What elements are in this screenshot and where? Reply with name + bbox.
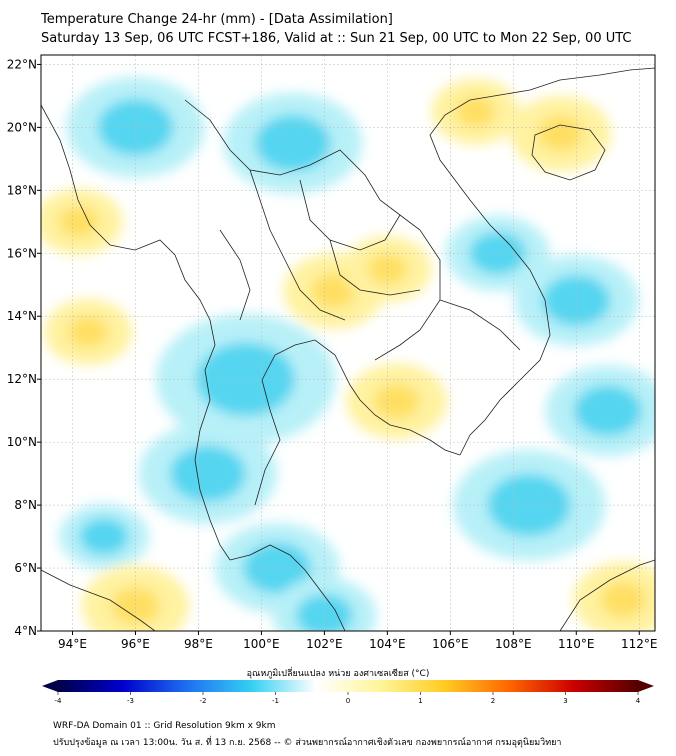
colorbar-tick-label: 3 [563, 697, 567, 705]
lat-tick-label: 6°N [14, 561, 37, 575]
lat-tick-label: 8°N [14, 498, 37, 512]
lat-tick-label: 20°N [7, 120, 37, 134]
colorbar-min-arrow [42, 680, 58, 692]
hot-core [367, 253, 408, 285]
colorbar-label: อุณหภูมิเปลี่ยนแปลง หน่วย องศาเซลเซียส (… [246, 669, 430, 679]
lon-tick-label: 108°E [495, 637, 532, 651]
lon-tick-label: 104°E [369, 637, 406, 651]
cold-core [255, 114, 331, 172]
cold-core [79, 518, 129, 555]
coastlines-and-borders [41, 67, 655, 631]
longitude-axis: 94°E 96°E 98°E 100°E 102°E 104°E 106°E 108°E 110… [58, 631, 658, 651]
lon-tick-label: 100°E [243, 637, 280, 651]
map-frame [40, 54, 656, 632]
map-title: Temperature Change 24-hr (mm) - [Data As… [41, 12, 393, 27]
hot-core [537, 116, 584, 152]
colorbar-fill [58, 680, 638, 692]
map-subtitle: Saturday 13 Sep, 06 UTC FCST+186, Valid … [41, 31, 632, 46]
footer-credit: ปรับปรุงข้อมูล ณ เวลา 13:00น. วัน ส. ที่… [53, 738, 562, 748]
hot-core [68, 316, 109, 348]
hot-core [374, 383, 420, 419]
colorbar-tick-label: -3 [127, 697, 134, 705]
cold-core [573, 385, 642, 437]
colorbar-tick-label: 0 [346, 697, 350, 705]
colorbar-tick-label: -2 [200, 697, 207, 705]
colorbar-tick-label: 4 [636, 697, 641, 705]
colorbar: -4 -3 -2 -1 0 1 2 3 4 [42, 680, 654, 705]
lon-tick-label: 112°E [621, 637, 658, 651]
warming-field [41, 78, 655, 631]
footer-model-info: WRF-DA Domain 01 :: Grid Resolution 9km … [53, 721, 276, 731]
lon-tick-label: 110°E [558, 637, 595, 651]
lat-tick-label: 22°N [7, 57, 37, 71]
lat-tick-label: 16°N [7, 246, 37, 260]
lon-tick-label: 94°E [58, 637, 87, 651]
lat-tick-label: 10°N [7, 435, 37, 449]
hot-core [111, 587, 160, 625]
lon-tick-label: 98°E [184, 637, 213, 651]
colorbar-tick-label: 1 [418, 697, 422, 705]
hot-core [455, 96, 496, 128]
lat-tick-label: 14°N [7, 309, 37, 323]
colorbar-tick-label: -1 [272, 697, 279, 705]
lon-tick-label: 106°E [432, 637, 469, 651]
hot-core [58, 206, 99, 238]
temperature-change-map: 94°E 96°E 98°E 100°E 102°E 104°E 106°E 108°E 110… [7, 54, 658, 705]
hot-core [311, 273, 357, 309]
lat-tick-label: 4°N [14, 624, 37, 638]
hot-core [600, 581, 647, 618]
colorbar-max-arrow [638, 680, 654, 692]
lon-tick-label: 96°E [121, 637, 150, 651]
latitude-axis: 4°N 6°N 8°N 10°N 12°N 14°N 16°N 18°N 20°N 22°N [7, 57, 41, 638]
cooling-field [58, 77, 655, 631]
cold-core [170, 445, 246, 502]
lon-tick-label: 102°E [306, 637, 343, 651]
lat-tick-label: 12°N [7, 372, 37, 386]
graticule [41, 55, 655, 631]
colorbar-tick-label: -4 [55, 697, 63, 705]
colorbar-tick-label: 2 [491, 697, 495, 705]
lat-tick-label: 18°N [7, 183, 37, 197]
